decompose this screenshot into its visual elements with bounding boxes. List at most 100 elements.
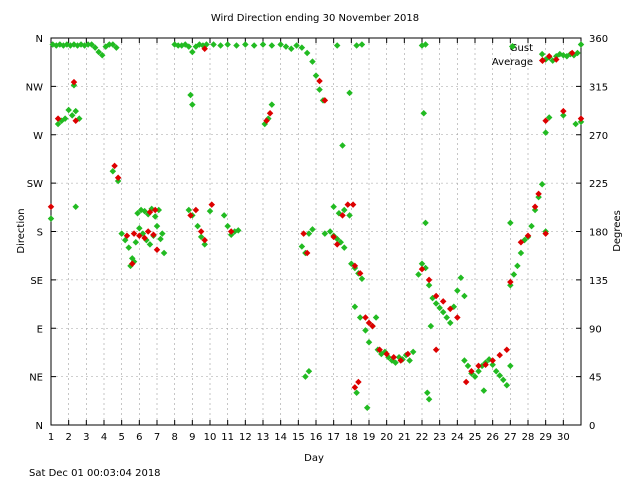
y-tick-label: SW <box>27 179 43 190</box>
average-point <box>208 201 216 208</box>
y2-tick-label: 270 <box>589 131 608 142</box>
gust-point <box>353 42 360 49</box>
gust-point <box>517 249 525 257</box>
gust-point <box>206 207 214 215</box>
average-point <box>136 232 143 240</box>
x-tick-label: 25 <box>469 432 482 443</box>
average-point <box>351 262 359 270</box>
gust-point <box>425 281 433 289</box>
gust-point <box>72 107 79 115</box>
x-tick-label: 26 <box>486 432 499 443</box>
gust-point <box>132 238 140 246</box>
average-point <box>192 206 200 214</box>
average-point <box>330 233 337 241</box>
gust-point <box>210 41 217 48</box>
x-tick-label: 18 <box>345 432 358 443</box>
gust-point <box>68 112 76 119</box>
average-point <box>542 230 549 237</box>
gust-point <box>303 49 311 57</box>
x-tick-label: 21 <box>398 432 411 443</box>
gust-point <box>134 209 141 217</box>
gust-point <box>362 327 369 334</box>
legend-average-marker <box>538 56 547 65</box>
average-point <box>349 201 357 208</box>
gust-point <box>194 222 201 230</box>
average-point <box>365 319 373 327</box>
average-point <box>369 322 376 330</box>
gust-point <box>439 308 447 316</box>
gust-point <box>298 243 306 250</box>
average-point <box>390 354 397 361</box>
x-tick-label: 15 <box>292 432 305 443</box>
average-point <box>146 208 154 216</box>
average-point <box>482 361 489 369</box>
y2-tick-label: 360 <box>589 34 608 45</box>
gust-point <box>507 219 514 227</box>
gust-point <box>185 206 193 214</box>
gust-point <box>454 287 461 294</box>
gust-point <box>577 41 585 48</box>
gust-point <box>538 180 546 188</box>
average-point <box>517 238 525 246</box>
average-point <box>201 45 208 53</box>
gust-point <box>125 244 132 251</box>
gust-point <box>432 300 440 307</box>
average-point <box>344 201 352 208</box>
gust-point <box>159 230 166 237</box>
gust-point <box>341 206 348 214</box>
y2-tick-label: 135 <box>589 276 608 287</box>
gust-point <box>365 338 373 346</box>
gust-point <box>496 372 503 379</box>
gust-point <box>500 376 507 384</box>
average-point <box>397 357 405 364</box>
average-point <box>316 77 323 85</box>
timestamp-footer: Sat Dec 01 00:03:04 2018 <box>29 468 161 479</box>
x-tick-label: 11 <box>221 432 234 443</box>
average-point <box>129 260 136 268</box>
data-points <box>47 41 585 412</box>
gust-point <box>418 260 426 268</box>
average-point <box>333 241 341 248</box>
gust-point <box>358 275 366 283</box>
average-point <box>355 378 362 386</box>
legend-average-label: Average <box>492 57 533 68</box>
x-tick-label: 19 <box>363 432 376 443</box>
average-point <box>72 117 79 125</box>
gust-point <box>346 212 353 219</box>
average-point <box>123 232 131 240</box>
gust-point <box>427 322 435 330</box>
gust-point <box>187 91 194 99</box>
gust-point <box>242 41 249 48</box>
gust-point <box>330 203 337 211</box>
grid <box>51 38 581 425</box>
average-point <box>130 230 138 237</box>
gust-point <box>217 42 224 49</box>
gust-point <box>220 212 228 219</box>
gust-point <box>189 101 196 108</box>
y-tick-label: SE <box>30 276 43 287</box>
x-tick-label: 13 <box>257 432 270 443</box>
legend: Gust Average <box>492 42 547 68</box>
average-point <box>153 246 161 254</box>
gust-point <box>475 367 482 375</box>
gust-point <box>461 292 468 300</box>
legend-gust-marker <box>508 42 517 51</box>
x-tick-label: 8 <box>171 432 177 443</box>
average-point <box>507 278 514 286</box>
x-tick-label: 23 <box>433 432 446 443</box>
y-tick-label: S <box>37 228 43 239</box>
average-point <box>503 346 511 354</box>
average-point <box>524 232 532 240</box>
average-point <box>187 212 194 219</box>
average-point <box>462 378 470 386</box>
average-point <box>201 236 208 244</box>
gust-point <box>312 72 320 79</box>
gust-point <box>392 359 399 366</box>
average-point <box>47 203 55 211</box>
gust-point <box>510 271 518 278</box>
average-point <box>560 107 567 115</box>
gust-point <box>480 387 488 394</box>
gust-point <box>528 222 535 230</box>
average-point <box>197 228 205 235</box>
y2-tick-label: 315 <box>589 82 608 93</box>
